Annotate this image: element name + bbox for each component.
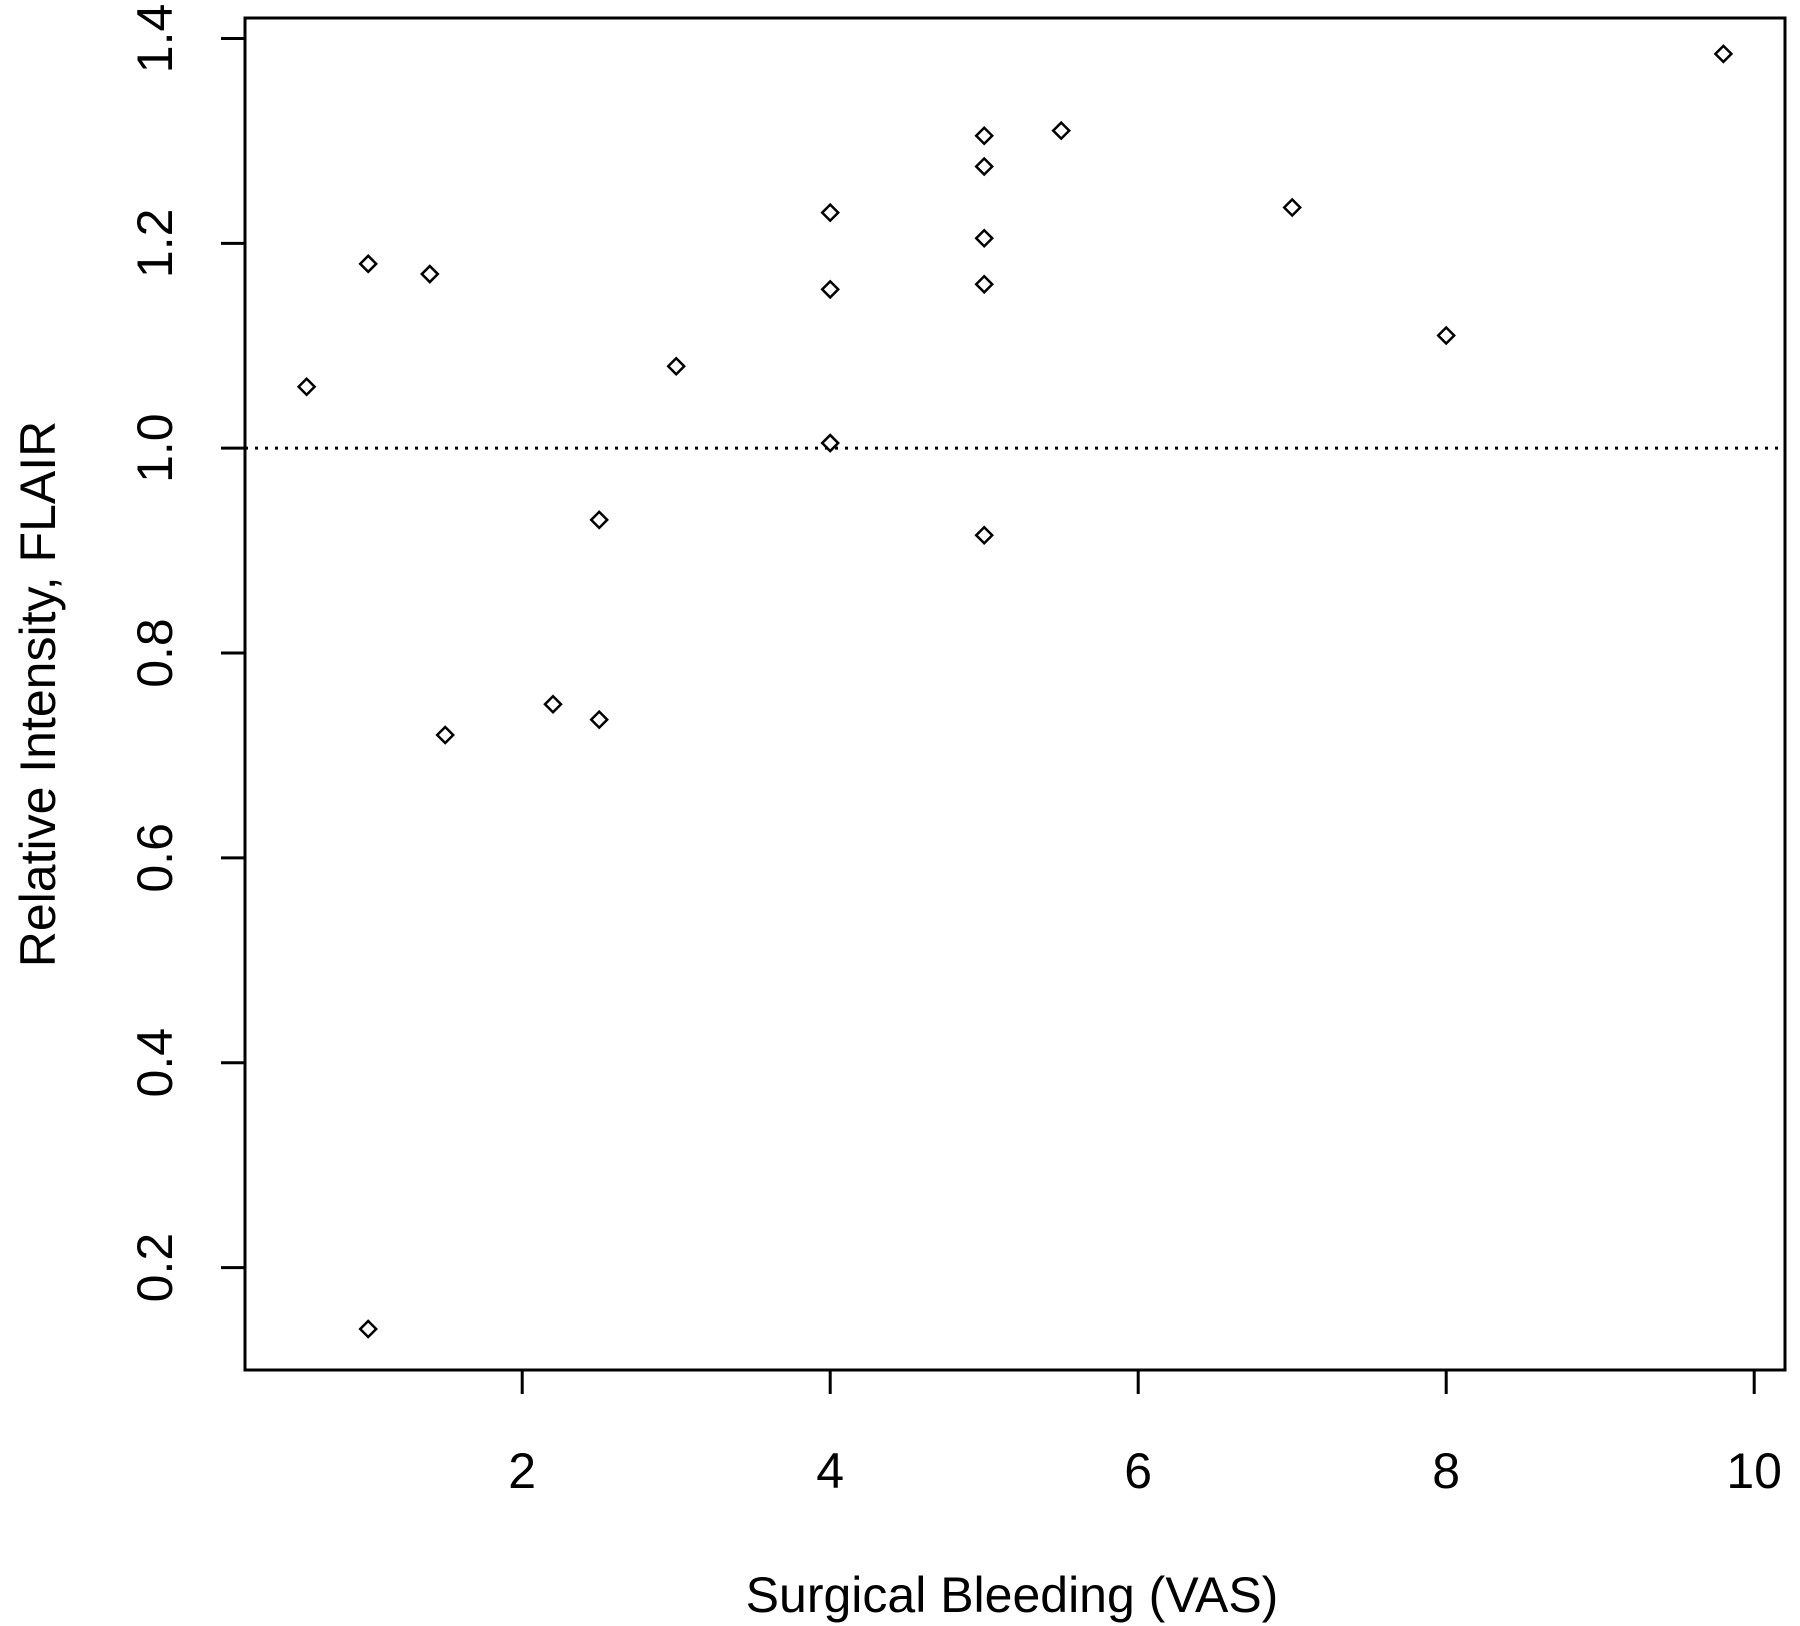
data-point — [974, 156, 994, 177]
data-point — [589, 709, 609, 730]
data-point — [666, 356, 686, 377]
data-point — [1051, 120, 1071, 141]
data-point — [974, 525, 994, 546]
data-point — [296, 376, 317, 397]
data-point — [543, 694, 563, 715]
data-point — [1282, 197, 1302, 218]
data-point — [974, 228, 994, 248]
plot-frame — [243, 16, 1787, 1372]
y-tick-label: 0.2 — [127, 1233, 183, 1303]
data-points — [296, 44, 1734, 1339]
y-tick-label: 1.0 — [127, 413, 183, 483]
data-point — [820, 433, 840, 453]
y-tick-label: 0.4 — [127, 1028, 183, 1098]
data-point — [589, 510, 609, 530]
x-tick-label: 6 — [1124, 1443, 1152, 1499]
x-axis: 2 4 6 8 10 — [508, 1368, 1782, 1499]
data-point — [974, 274, 994, 295]
data-point — [435, 725, 455, 745]
x-tick-label: 2 — [508, 1443, 536, 1499]
data-point — [974, 126, 994, 146]
x-tick-label: 8 — [1432, 1443, 1460, 1499]
y-tick-label: 1.2 — [127, 209, 183, 279]
y-axis-label: Relative Intensity, FLAIR — [10, 421, 66, 968]
y-tick-label: 0.6 — [127, 823, 183, 893]
data-point — [820, 202, 840, 223]
y-tick-label: 0.8 — [127, 618, 183, 688]
x-tick-label: 4 — [816, 1443, 844, 1499]
data-point — [358, 254, 378, 274]
data-point — [420, 264, 440, 284]
data-point — [358, 1319, 378, 1339]
y-tick-label: 1.4 — [127, 4, 183, 74]
data-point — [1436, 325, 1456, 346]
x-axis-label: Surgical Bleeding (VAS) — [746, 1567, 1279, 1623]
data-point — [820, 279, 840, 300]
y-axis: 0.2 0.4 0.6 0.8 1.0 1.2 1.4 — [127, 4, 245, 1303]
x-tick-label: 10 — [1726, 1443, 1782, 1499]
data-point — [1713, 44, 1734, 64]
